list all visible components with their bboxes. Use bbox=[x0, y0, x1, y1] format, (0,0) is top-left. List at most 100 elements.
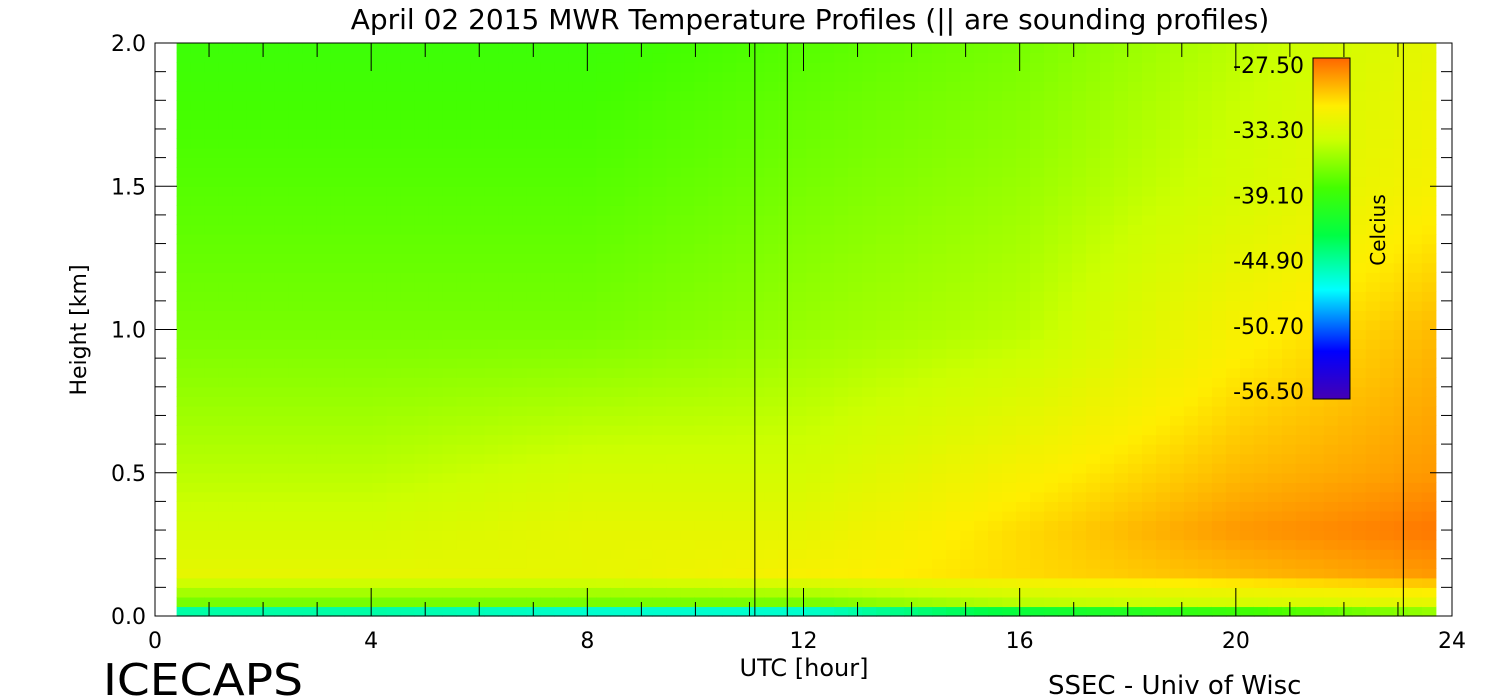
heatmap-cell bbox=[190, 377, 206, 388]
heatmap-cell bbox=[442, 558, 458, 569]
heatmap-cell bbox=[1253, 472, 1269, 483]
heatmap-cell bbox=[372, 62, 388, 73]
heatmap-cell bbox=[288, 577, 304, 588]
heatmap-cell bbox=[400, 62, 416, 73]
heatmap-cell bbox=[358, 501, 374, 512]
heatmap-cell bbox=[358, 272, 374, 283]
heatmap-cell bbox=[414, 205, 430, 216]
heatmap-cell bbox=[708, 310, 723, 321]
heatmap-cell bbox=[946, 386, 961, 397]
heatmap-cell bbox=[568, 319, 583, 331]
heatmap-cell bbox=[330, 234, 346, 245]
heatmap-cell bbox=[820, 109, 835, 120]
heatmap-cell bbox=[1141, 234, 1157, 245]
heatmap-cell bbox=[386, 81, 402, 92]
heatmap-cell bbox=[820, 243, 835, 254]
heatmap-cell bbox=[344, 530, 360, 541]
heatmap-cell bbox=[568, 62, 583, 73]
heatmap-cell bbox=[1072, 587, 1087, 598]
heatmap-cell bbox=[778, 530, 793, 541]
heatmap-cell bbox=[372, 319, 388, 331]
heatmap-cell bbox=[778, 310, 793, 321]
heatmap-cell bbox=[442, 396, 458, 407]
heatmap-cell bbox=[764, 444, 779, 455]
heatmap-cell bbox=[484, 491, 499, 502]
heatmap-cell bbox=[834, 128, 849, 140]
heatmap-cell bbox=[260, 128, 276, 140]
heatmap-cell bbox=[512, 348, 527, 359]
heatmap-cell bbox=[316, 405, 332, 417]
heatmap-cell bbox=[1127, 501, 1143, 512]
heatmap-cell bbox=[1169, 530, 1185, 541]
heatmap-cell bbox=[1100, 167, 1115, 178]
heatmap-cell bbox=[778, 167, 793, 178]
heatmap-cell bbox=[876, 577, 891, 588]
heatmap-cell bbox=[624, 43, 639, 54]
heatmap-cell bbox=[820, 339, 835, 350]
heatmap-cell bbox=[344, 405, 360, 417]
heatmap-cell bbox=[540, 549, 555, 560]
heatmap-cell bbox=[1100, 195, 1115, 206]
heatmap-cell bbox=[918, 234, 933, 245]
heatmap-cell bbox=[274, 62, 290, 73]
heatmap-cell bbox=[498, 520, 513, 531]
heatmap-cell bbox=[1141, 291, 1157, 302]
heatmap-cell bbox=[1295, 243, 1311, 254]
heatmap-cell bbox=[694, 482, 709, 493]
heatmap-cell bbox=[1267, 90, 1283, 101]
heatmap-cell bbox=[204, 128, 220, 140]
heatmap-cell bbox=[1197, 71, 1213, 82]
heatmap-cell bbox=[288, 119, 304, 130]
heatmap-cell bbox=[456, 377, 472, 388]
heatmap-cell bbox=[638, 319, 653, 331]
heatmap-cell bbox=[218, 281, 234, 292]
heatmap-cell bbox=[1337, 577, 1353, 588]
heatmap-cell bbox=[778, 558, 793, 569]
heatmap-cell bbox=[1044, 558, 1059, 569]
heatmap-cell bbox=[652, 43, 667, 54]
heatmap-cell bbox=[232, 310, 248, 321]
heatmap-cell bbox=[918, 90, 933, 101]
heatmap-cell bbox=[344, 109, 360, 120]
heatmap-cell bbox=[218, 90, 234, 101]
heatmap-cell bbox=[428, 243, 444, 254]
heatmap-cell bbox=[414, 319, 430, 331]
heatmap-cell bbox=[946, 587, 961, 598]
heatmap-cell bbox=[1267, 109, 1283, 120]
heatmap-cell bbox=[316, 291, 332, 302]
heatmap-cell bbox=[988, 176, 1003, 187]
heatmap-cell bbox=[596, 71, 611, 82]
heatmap-cell bbox=[1058, 329, 1073, 340]
heatmap-cell bbox=[1169, 253, 1185, 264]
heatmap-cell bbox=[414, 396, 430, 407]
heatmap-cell bbox=[1197, 62, 1213, 73]
heatmap-cell bbox=[540, 453, 555, 464]
heatmap-cell bbox=[848, 157, 863, 168]
heatmap-cell bbox=[1253, 253, 1269, 264]
heatmap-cell bbox=[680, 425, 695, 436]
heatmap-cell bbox=[1295, 100, 1311, 111]
heatmap-cell bbox=[806, 530, 821, 541]
heatmap-cell bbox=[876, 587, 891, 598]
heatmap-cell bbox=[960, 396, 975, 407]
heatmap-cell bbox=[1253, 510, 1269, 522]
heatmap-cell bbox=[624, 348, 639, 359]
heatmap-cell bbox=[1281, 501, 1297, 512]
heatmap-cell bbox=[722, 501, 737, 512]
heatmap-cell bbox=[932, 234, 947, 245]
heatmap-cell bbox=[750, 377, 765, 388]
heatmap-cell bbox=[764, 176, 779, 187]
heatmap-cell bbox=[582, 52, 597, 63]
heatmap-cell bbox=[1253, 577, 1269, 588]
heatmap-cell bbox=[498, 329, 513, 340]
heatmap-cell bbox=[344, 224, 360, 235]
heatmap-cell bbox=[1044, 491, 1059, 502]
heatmap-cell bbox=[1281, 186, 1297, 197]
heatmap-cell bbox=[806, 348, 821, 359]
heatmap-cell bbox=[848, 558, 863, 569]
heatmap-cell bbox=[1225, 453, 1241, 464]
heatmap-cell bbox=[904, 157, 919, 168]
heatmap-cell bbox=[218, 62, 234, 73]
heatmap-cell bbox=[1169, 310, 1185, 321]
heatmap-cell bbox=[274, 367, 290, 378]
